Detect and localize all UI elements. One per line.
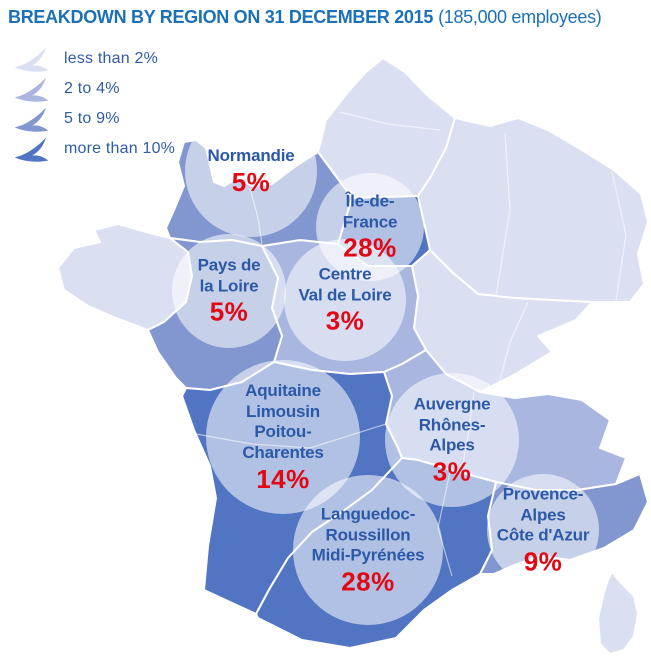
label-halo-provence-alpes-cote-d-azur [487,474,599,586]
old-region-border [339,111,441,131]
region-label-normandie: Normandie 5% [208,146,295,196]
region-value: 3% [432,456,472,487]
region-value: 28% [343,233,397,264]
legend-item-lt2: less than 2% [10,44,175,74]
legend-item-label: less than 2% [64,50,159,67]
label-halo-auvergne-rhones-alpes [385,373,519,507]
region-value: 14% [256,463,310,494]
legend-item-gt10: more than 10% [10,134,175,164]
old-region-border [495,132,511,297]
page-title: BREAKDOWN BY REGION ON 31 DECEMBER 2015(… [8,7,602,28]
swoosh-icon [14,137,49,162]
region-label-languedoc-roussillon-midi-pyrenees: Languedoc- Roussillon Midi-Pyrénées 28% [312,504,425,596]
label-halo-centre-val-de-loire [284,239,406,361]
old-region-border [497,301,529,389]
swoosh-shape [14,77,49,102]
region-label-ile-de-france: Île-de- France 28% [343,192,398,263]
label-halo-languedoc-roussillon-midi-pyrenees [293,475,443,625]
legend-item-b5to9: 5 to 9% [10,104,175,134]
legend-item-label: 5 to 9% [64,110,120,127]
region-label-centre-val-de-loire: Centre Val de Loire 3% [298,265,391,336]
region-corse [597,571,639,655]
title-main: BREAKDOWN BY REGION ON 31 DECEMBER 2015 [8,7,434,27]
title-suffix: (185,000 employees) [438,7,602,27]
swoosh-shape [14,137,49,162]
swoosh-icon [14,47,49,72]
region-value: 5% [231,166,271,197]
label-halos [172,105,599,625]
region-name: Île-de- France [342,191,398,232]
swoosh-icon [14,107,49,132]
region-value: 28% [341,566,395,597]
legend-item-label: more than 10% [64,140,176,157]
region-name: Pays de la Loire [197,255,261,296]
legend-item-label: 2 to 4% [64,80,120,97]
region-name: Aquitaine Limousin Poitou- Charentes [242,380,324,463]
region-name: Normandie [207,145,295,165]
label-halo-aquitaine-limousin-poitou-charentes [206,360,360,514]
region-label-pays-de-la-loire: Pays de la Loire 5% [198,256,261,327]
region-label-auvergne-rhones-alpes: Auvergne Rhônes- Alpes 3% [414,394,491,486]
region-name: Auvergne Rhônes- Alpes [413,394,491,455]
region-label-aquitaine-limousin-poitou-charentes: Aquitaine Limousin Poitou- Charentes 14% [242,380,324,494]
region-label-provence-alpes-cote-d-azur: Provence- Alpes Côte d'Azur 9% [497,484,590,576]
swoosh-icon [14,77,49,102]
region-name: Languedoc- Roussillon Midi-Pyrénées [311,504,425,565]
swoosh-shape [14,107,49,132]
swoosh-shape [14,47,49,72]
region-value: 9% [523,546,563,577]
region-name: Provence- Alpes Côte d'Azur [496,484,590,545]
region-name: Centre Val de Loire [298,264,392,305]
old-region-border [611,171,627,301]
legend: less than 2% 2 to 4% 5 to 9% more than 10% [10,44,175,164]
region-value: 5% [209,297,249,328]
region-value: 3% [325,306,365,337]
label-halo-normandie [185,105,317,237]
legend-item-b2to4: 2 to 4% [10,74,175,104]
label-halo-pays-de-la-loire [172,234,286,348]
